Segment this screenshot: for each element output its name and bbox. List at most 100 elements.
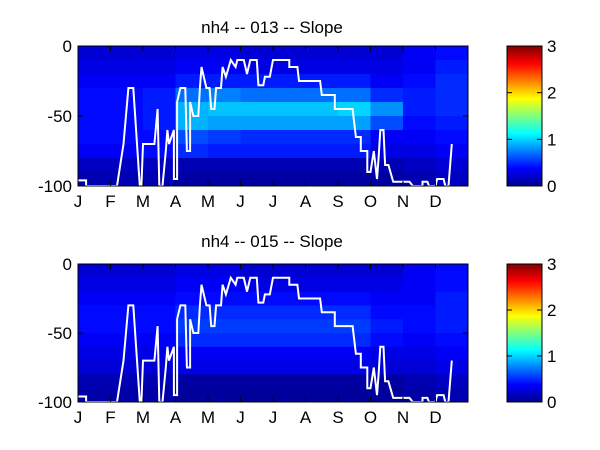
heatmap-cell — [175, 158, 209, 173]
heatmap-cell — [273, 305, 306, 320]
x-tick-label: M — [201, 192, 215, 211]
heatmap-cell — [78, 388, 111, 403]
heatmap-cell — [338, 172, 371, 187]
heatmap-cell — [273, 264, 306, 279]
heatmap-cell — [208, 264, 241, 279]
heatmap-cell — [240, 319, 274, 334]
heatmap-cell — [110, 130, 144, 145]
heatmap-cell — [435, 277, 469, 293]
heatmap-cell — [240, 374, 274, 389]
heatmap-cell — [305, 374, 339, 389]
x-tick-label: J — [74, 408, 83, 427]
heatmap-cell — [175, 264, 209, 279]
heatmap-cell — [305, 388, 339, 403]
heatmap-cell — [78, 319, 111, 334]
x-tick-label: A — [170, 408, 182, 427]
heatmap-cell — [305, 158, 339, 173]
heatmap-cell — [403, 60, 436, 75]
heatmap-cell — [403, 305, 436, 320]
heatmap-cell — [240, 102, 274, 117]
heatmap-cell — [338, 46, 371, 61]
heatmap-cell — [403, 319, 436, 334]
heatmap-cell — [305, 172, 339, 187]
heatmap-cell — [208, 172, 241, 187]
heatmap-cell — [208, 116, 241, 131]
heatmap-cell — [338, 158, 371, 173]
heatmap-cell — [338, 319, 371, 334]
heatmap-cell — [273, 388, 306, 403]
heatmap-cell — [110, 46, 144, 61]
heatmap-cell — [175, 360, 209, 375]
heatmap-cell — [78, 46, 111, 61]
heatmap-cell — [338, 74, 371, 89]
heatmap-cell — [78, 346, 111, 362]
heatmap-cell — [338, 264, 371, 279]
heatmap-cell — [370, 264, 404, 279]
heatmap-cell — [435, 264, 469, 279]
heatmap-cell — [78, 374, 111, 389]
heatmap-cell — [435, 88, 469, 103]
x-tick-label: O — [364, 192, 377, 211]
x-tick-label: O — [364, 408, 377, 427]
series-line — [78, 57, 453, 187]
heatmap-cell — [273, 333, 306, 348]
x-tick-label: A — [300, 408, 312, 427]
heatmap-cell — [273, 102, 306, 117]
heatmap-cell — [240, 360, 274, 375]
heatmap-cell — [273, 88, 306, 103]
heatmap-cell — [143, 102, 176, 117]
heatmap-cell — [403, 116, 436, 131]
heatmap-cell — [305, 346, 339, 362]
heatmap-cell — [143, 60, 176, 75]
heatmap-cell — [305, 291, 339, 306]
heatmap-cell — [240, 388, 274, 403]
heatmap-cell — [370, 116, 404, 131]
series-line — [78, 275, 453, 403]
heatmap-cell — [175, 144, 209, 159]
x-tick-label: N — [397, 408, 409, 427]
heatmap-cell — [143, 305, 176, 320]
x-tick-label: S — [332, 192, 343, 211]
heatmap-cell — [78, 130, 111, 145]
heatmap-cell — [370, 333, 404, 348]
heatmap-cell — [338, 130, 371, 145]
heatmap-cell — [370, 388, 404, 403]
heatmap-cell — [435, 319, 469, 334]
heatmap-cell — [240, 346, 274, 362]
heatmap-cell — [435, 46, 469, 61]
heatmap-cell — [208, 291, 241, 306]
x-tick-label: F — [105, 192, 115, 211]
heatmap-cell — [240, 130, 274, 145]
heatmap-cell — [338, 60, 371, 75]
heatmap-cell — [305, 116, 339, 131]
heatmap-cell — [338, 374, 371, 389]
heatmap-cell — [435, 102, 469, 117]
heatmap-cell — [78, 305, 111, 320]
chart-title: nh4 -- 015 -- Slope — [201, 232, 343, 251]
heatmap-cell — [208, 374, 241, 389]
heatmap-cell — [175, 374, 209, 389]
heatmap-cell — [403, 158, 436, 173]
heatmap-cell — [338, 360, 371, 375]
heatmap-cell — [143, 264, 176, 279]
heatmap-cell — [305, 130, 339, 145]
heatmap-cell — [208, 74, 241, 89]
heatmap-cell — [305, 60, 339, 75]
heatmap-cell — [240, 46, 274, 61]
heatmap-cell — [110, 333, 144, 348]
x-tick-label: J — [269, 192, 278, 211]
heatmap-cell — [78, 333, 111, 348]
colorbar-gradient — [506, 263, 543, 403]
colorbar-tick-label: 1 — [547, 130, 556, 149]
x-tick-label: F — [105, 408, 115, 427]
heatmap-cell — [338, 144, 371, 159]
heatmap-cell — [78, 291, 111, 306]
heatmap-cell — [110, 277, 144, 293]
heatmap-cell — [305, 74, 339, 89]
heatmap-cell — [370, 60, 404, 75]
heatmap-cell — [403, 172, 436, 187]
heatmap-cell — [110, 291, 144, 306]
heatmap-cell — [78, 172, 111, 187]
